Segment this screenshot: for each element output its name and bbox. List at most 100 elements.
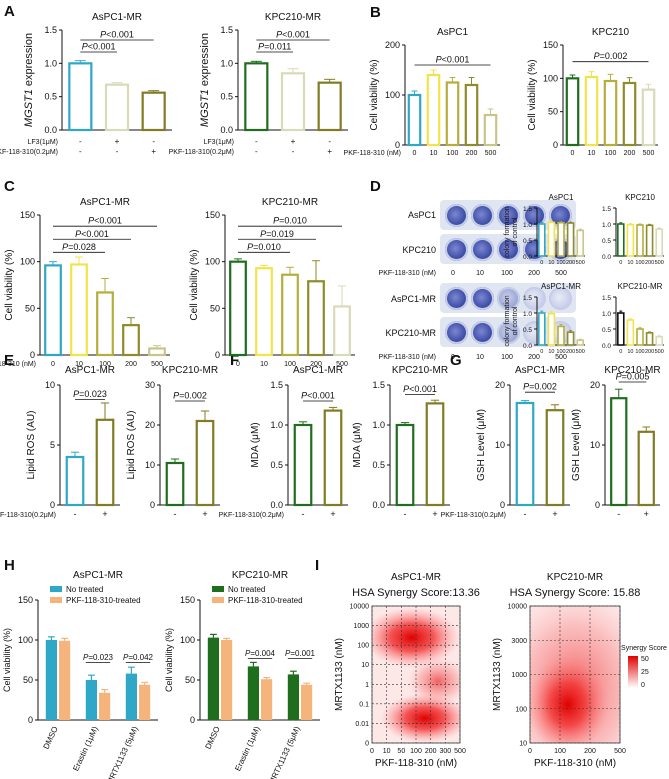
- bar: [141, 91, 166, 132]
- y-tick-label: 1.0: [523, 222, 532, 229]
- legend-label: PKF-118-310-treated: [228, 596, 303, 605]
- blot-dose-label: 100: [501, 270, 513, 277]
- y-tick-label: 0: [28, 715, 33, 725]
- y-tick-label: 150: [543, 40, 558, 50]
- p-value: =0.023: [79, 389, 107, 399]
- p-value-label: P<0.001: [276, 30, 310, 40]
- bar: [655, 335, 663, 346]
- y-tick-label: 100: [357, 643, 369, 650]
- bar: [547, 312, 556, 346]
- p-value-label: P=0.004: [245, 649, 276, 658]
- y-axis-label: GSH Level (μM): [476, 409, 487, 481]
- bar: [645, 224, 654, 257]
- y-tick-label: 0.5: [602, 327, 611, 334]
- bar: [636, 328, 644, 346]
- panel-label-b: B: [370, 4, 381, 21]
- y-tick-label: 100: [543, 73, 558, 83]
- chart-h1: AsPC1-MR 0 50 100 150 Cell viability (%) DMSO E…: [2, 570, 158, 779]
- colony-well: [444, 320, 468, 344]
- p-value: =0.010: [279, 216, 307, 226]
- y-tick-label: 0: [190, 715, 195, 725]
- bar: [565, 77, 580, 147]
- treatment-mark: -: [292, 147, 295, 156]
- y-tick-label: 1.0: [602, 311, 611, 318]
- colony-well: [496, 286, 520, 310]
- y-tick-label: 10: [590, 440, 600, 450]
- heatmap-blobs: [372, 607, 460, 743]
- bar: [255, 267, 273, 357]
- y-axis-label-rest: expression: [23, 33, 35, 89]
- p-value-label: P=0.002: [523, 382, 557, 392]
- bar: [125, 673, 137, 720]
- p-value-label: P<0.001: [88, 216, 122, 226]
- y-axis-label: Cell viability (%): [527, 59, 538, 130]
- p-symbol: P: [276, 30, 282, 40]
- y-tick-label: 0.01: [355, 721, 369, 728]
- y-tick-label: 0: [50, 500, 55, 510]
- y-tick-label: 1.5: [372, 380, 385, 390]
- chart-title: AsPC1-MR: [391, 572, 441, 583]
- p-value: <0.001: [88, 42, 116, 52]
- y-tick-label: 100: [385, 90, 400, 100]
- synergy-blob: [372, 607, 460, 668]
- y-axis-label-rest: expression: [199, 33, 211, 89]
- p-symbol: P: [62, 242, 68, 252]
- y-tick-label: 100: [18, 635, 33, 645]
- legend-title: Synergy Score: [621, 645, 667, 652]
- y-tick-label: 150: [205, 210, 220, 220]
- x-tick-label: 0: [540, 260, 543, 266]
- x-tick-label: 100: [635, 349, 644, 355]
- bar: [195, 419, 215, 507]
- y-tick-label: 1: [365, 682, 369, 689]
- chart-title: AsPC1-MR: [65, 365, 115, 376]
- x-tick-label: 200: [645, 260, 654, 266]
- y-tick-label: 0.5: [220, 92, 233, 102]
- y-axis-label: colony formationof control: [504, 206, 519, 257]
- x-tick-label: 0: [619, 349, 622, 355]
- y-tick-label: 50: [210, 303, 220, 313]
- bar: [557, 221, 565, 257]
- x-tick-label: 200: [566, 349, 575, 355]
- chart-title: AsPC1-MR: [73, 570, 123, 581]
- x-tick-label: +: [202, 509, 207, 519]
- bar: [139, 684, 151, 720]
- panel-label-d: D: [370, 178, 381, 195]
- chart-title: AsPC1-MR: [515, 365, 565, 376]
- p-value-label: P=0.002: [173, 391, 207, 401]
- bar: [637, 430, 655, 507]
- treatment-row-label: LF3(1μM): [28, 139, 58, 146]
- colony-well: [496, 320, 520, 344]
- p-value: =0.019: [266, 229, 294, 239]
- p-symbol: P: [258, 42, 264, 52]
- chart-title: KPC210-MR: [618, 282, 663, 291]
- x-tick-label: 100: [99, 361, 111, 368]
- bar: [85, 680, 97, 720]
- p-symbol: P: [616, 372, 622, 382]
- y-tick-label: 0.5: [270, 460, 283, 470]
- p-symbol: P: [273, 216, 279, 226]
- y-tick-label: 0.1: [359, 701, 369, 708]
- x-axis-label: PKF-118-310(0.2μM): [441, 512, 506, 519]
- p-value: =0.002: [600, 51, 628, 61]
- bar: [317, 81, 342, 132]
- p-symbol: P: [285, 649, 291, 658]
- chart-f1: AsPC1-MR 0.0 0.5 1.0 1.5 MDA (μM) - + P<0.001 PKF…: [219, 365, 348, 519]
- y-tick-label: 1.0: [220, 58, 233, 68]
- x-tick-label: +: [432, 509, 437, 519]
- p-value-label: P=0.042: [123, 653, 154, 662]
- y-tick-label: 1.5: [523, 206, 532, 213]
- x-tick-label: 100: [554, 748, 566, 755]
- x-tick-label: 0: [528, 748, 532, 755]
- bar: [301, 684, 313, 720]
- y-tick-label: 0.0: [372, 500, 385, 510]
- y-axis-label: Lipid ROS (AU): [126, 411, 137, 480]
- treatment-mark: -: [328, 137, 331, 146]
- blot-dose-label: 200: [528, 270, 540, 277]
- y-tick-label: 3000: [511, 638, 527, 645]
- x-tick-label: 300: [439, 748, 451, 755]
- synergy-blob: [407, 656, 460, 707]
- panel-label-c: C: [4, 178, 15, 195]
- y-tick-label: 30: [145, 380, 155, 390]
